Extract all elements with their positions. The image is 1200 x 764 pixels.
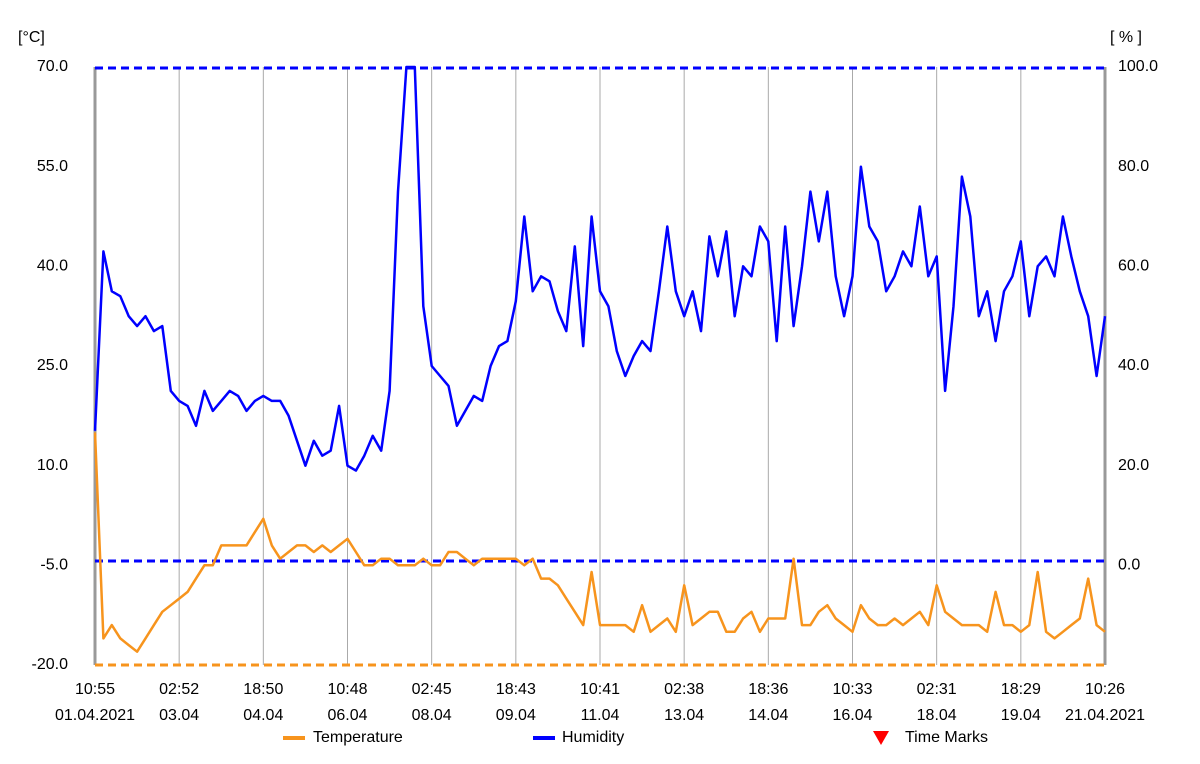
y-tick-label: 70.0 xyxy=(37,58,68,75)
x-tick-label: 11.04 xyxy=(581,707,620,724)
x-tick-label: 02:38 xyxy=(664,681,704,698)
x-tick-label: 04.04 xyxy=(243,707,283,724)
x-tick-label: 08.04 xyxy=(412,707,452,724)
y-tick-label: 25.0 xyxy=(37,357,68,374)
y-tick-label: 55.0 xyxy=(37,158,68,175)
y2-tick-label: 0.0 xyxy=(1118,557,1140,574)
x-tick-label: 02:45 xyxy=(412,681,452,698)
x-tick-label: 10:41 xyxy=(580,681,620,698)
y2-tick-label: 40.0 xyxy=(1118,357,1149,374)
data-line xyxy=(93,432,1106,653)
x-tick-label: 19.04 xyxy=(1001,707,1041,724)
legend-label: Temperature xyxy=(313,729,403,746)
x-tick-label: 03.04 xyxy=(159,707,199,724)
y2-tick-label: 100.0 xyxy=(1118,58,1158,75)
y-tick-label: 40.0 xyxy=(37,258,68,275)
x-tick-label: 01.04.2021 xyxy=(55,707,135,724)
y-unit: [°C] xyxy=(18,29,45,46)
data-line xyxy=(93,65,1107,472)
x-tick-label: 14.04 xyxy=(748,707,788,724)
y-tick-label: -20.0 xyxy=(32,656,69,673)
y2-tick-label: 80.0 xyxy=(1118,158,1149,175)
x-tick-label: 10:26 xyxy=(1085,681,1125,698)
x-tick-label: 18:50 xyxy=(243,681,283,698)
x-tick-label: 06.04 xyxy=(327,707,367,724)
legend-label: Humidity xyxy=(562,729,624,746)
x-tick-label: 02:52 xyxy=(159,681,199,698)
y-tick-label: 10.0 xyxy=(37,457,68,474)
x-tick-label: 10:48 xyxy=(327,681,367,698)
x-tick-label: 18:43 xyxy=(496,681,536,698)
legend-label: Time Marks xyxy=(905,729,988,746)
y2-tick-label: 60.0 xyxy=(1118,258,1149,275)
x-tick-label: 21.04.2021 xyxy=(1065,707,1145,724)
x-tick-label: 18.04 xyxy=(917,707,957,724)
x-tick-label: 18:36 xyxy=(748,681,788,698)
x-tick-label: 02:31 xyxy=(917,681,957,698)
y2-unit: [ % ] xyxy=(1110,29,1142,46)
x-tick-label: 13.04 xyxy=(664,707,704,724)
y2-tick-label: 20.0 xyxy=(1118,457,1149,474)
x-tick-label: 10:33 xyxy=(832,681,872,698)
x-tick-label: 09.04 xyxy=(496,707,536,724)
x-tick-label: 16.04 xyxy=(832,707,872,724)
legend-swatch xyxy=(873,731,889,745)
x-tick-label: 10:55 xyxy=(75,681,115,698)
y-tick-label: -5.0 xyxy=(40,557,68,574)
x-tick-label: 18:29 xyxy=(1001,681,1041,698)
